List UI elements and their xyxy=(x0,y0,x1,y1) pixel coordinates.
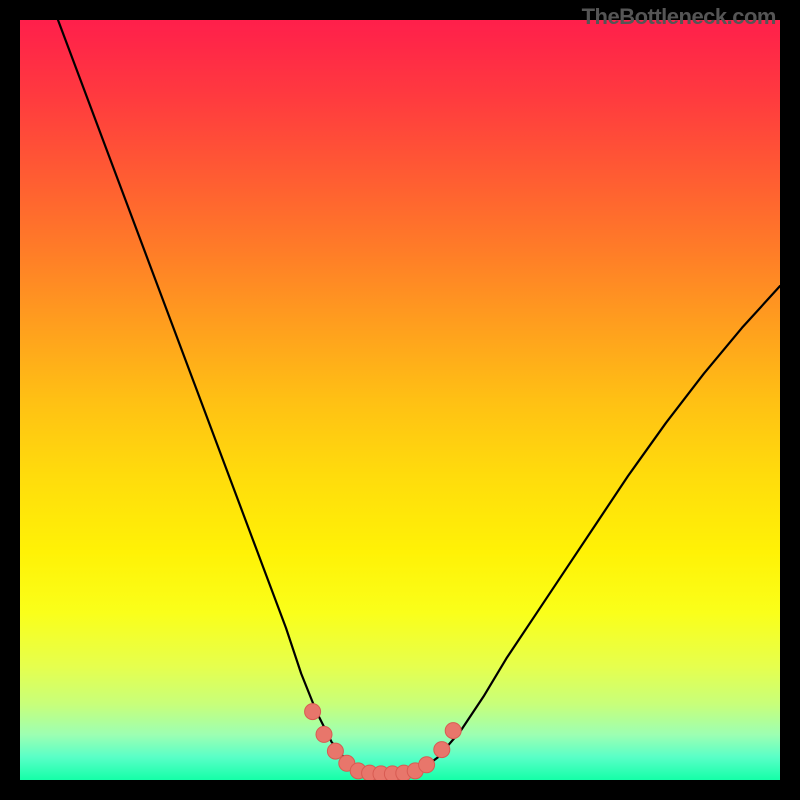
bottleneck-curve-chart xyxy=(20,20,780,780)
marker-point xyxy=(316,726,332,742)
marker-point xyxy=(445,723,461,739)
marker-point xyxy=(434,742,450,758)
marker-point xyxy=(327,743,343,759)
marker-point xyxy=(419,757,435,773)
watermark-text: TheBottleneck.com xyxy=(582,4,776,30)
plot-area xyxy=(20,20,780,780)
chart-container: TheBottleneck.com xyxy=(0,0,800,800)
gradient-background xyxy=(20,20,780,780)
marker-point xyxy=(305,704,321,720)
